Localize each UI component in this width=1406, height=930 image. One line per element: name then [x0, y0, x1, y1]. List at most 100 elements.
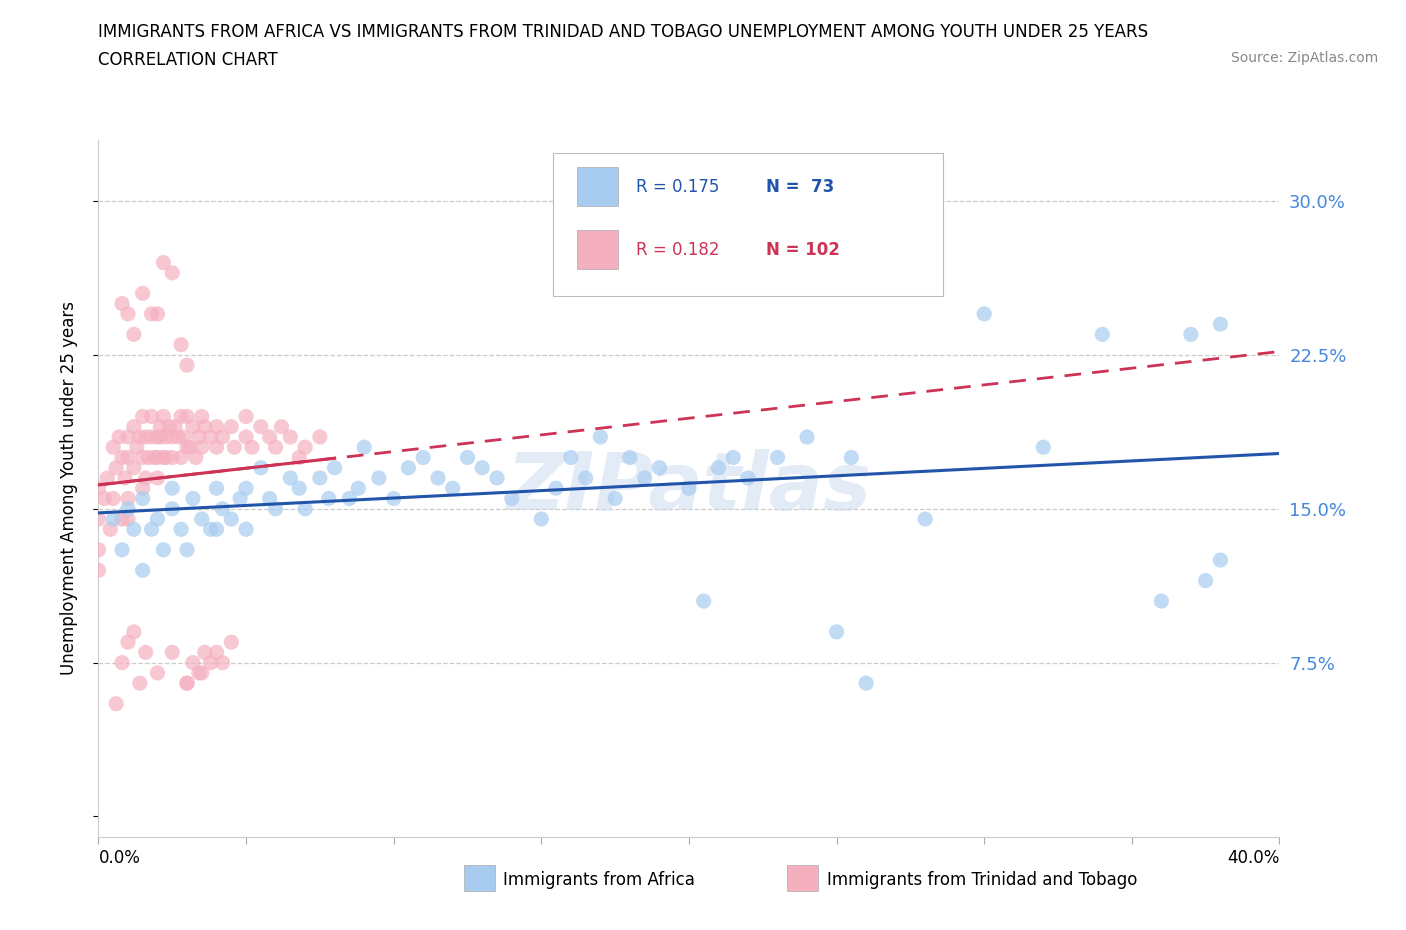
Point [288, 450, 311, 465]
Point [135, 430, 157, 445]
Point [162, 265, 183, 280]
Point [1209, 317, 1232, 332]
Point [143, 450, 166, 465]
Point [162, 644, 183, 659]
Point [353, 440, 375, 455]
Point [259, 430, 281, 445]
Point [152, 409, 174, 424]
Point [117, 491, 139, 506]
Point [235, 430, 257, 445]
Text: N = 102: N = 102 [766, 241, 839, 259]
Point [108, 430, 131, 445]
Point [1195, 573, 1218, 588]
Point [155, 450, 177, 465]
Point [111, 296, 134, 311]
Point [194, 644, 217, 659]
Point [181, 491, 204, 506]
Text: R = 0.175: R = 0.175 [636, 178, 718, 196]
Point [382, 491, 405, 506]
Point [278, 471, 302, 485]
Point [146, 307, 169, 322]
Point [855, 676, 877, 691]
Point [146, 666, 169, 681]
Point [224, 440, 246, 455]
Point [574, 471, 596, 485]
Point [149, 430, 172, 445]
Point [162, 450, 183, 465]
Point [766, 450, 789, 465]
Point [141, 409, 163, 424]
Point [412, 450, 434, 465]
Point [170, 409, 193, 424]
Point [114, 471, 136, 485]
Point [98, 522, 121, 537]
Point [633, 471, 655, 485]
Point [323, 460, 346, 475]
Text: ZIPatlas: ZIPatlas [506, 449, 872, 527]
Point [117, 430, 139, 445]
Point [1091, 327, 1114, 342]
Point [235, 409, 257, 424]
Point [122, 327, 145, 342]
Point [87, 563, 110, 578]
FancyBboxPatch shape [553, 153, 943, 297]
Point [205, 522, 228, 537]
Point [111, 450, 134, 465]
Point [162, 430, 183, 445]
Point [205, 440, 228, 455]
Point [149, 419, 172, 434]
Point [309, 430, 332, 445]
Point [184, 450, 207, 465]
Point [211, 430, 233, 445]
Point [589, 430, 612, 445]
Text: 40.0%: 40.0% [1227, 849, 1279, 867]
Point [200, 522, 222, 537]
Point [141, 307, 163, 322]
Point [135, 471, 157, 485]
Point [1150, 593, 1173, 608]
FancyBboxPatch shape [576, 167, 619, 206]
Point [259, 491, 281, 506]
Point [103, 491, 125, 506]
Point [132, 409, 155, 424]
Point [176, 440, 198, 455]
Point [191, 666, 214, 681]
Point [152, 542, 174, 557]
Point [117, 307, 139, 322]
Point [219, 634, 242, 649]
Point [1032, 440, 1054, 455]
Point [117, 450, 139, 465]
Point [723, 450, 745, 465]
Point [117, 501, 139, 516]
Point [176, 358, 198, 373]
Point [264, 440, 287, 455]
Text: R = 0.182: R = 0.182 [636, 241, 720, 259]
Point [194, 419, 217, 434]
Text: CORRELATION CHART: CORRELATION CHART [98, 51, 278, 69]
Point [737, 471, 759, 485]
Point [176, 409, 198, 424]
Point [170, 338, 193, 352]
Point [132, 286, 155, 300]
Point [173, 430, 195, 445]
Point [191, 440, 214, 455]
Point [560, 450, 582, 465]
Y-axis label: Unemployment Among Youth under 25 years: Unemployment Among Youth under 25 years [59, 301, 77, 675]
Point [270, 419, 292, 434]
Point [146, 471, 169, 485]
Point [530, 512, 553, 526]
Point [187, 430, 209, 445]
Point [105, 460, 128, 475]
Point [229, 491, 252, 506]
Point [605, 491, 627, 506]
Point [294, 440, 316, 455]
Point [648, 460, 671, 475]
Point [486, 471, 509, 485]
Point [914, 512, 936, 526]
Point [170, 450, 193, 465]
Point [191, 512, 214, 526]
Point [165, 419, 187, 434]
Point [235, 522, 257, 537]
Point [128, 430, 150, 445]
Point [264, 501, 287, 516]
